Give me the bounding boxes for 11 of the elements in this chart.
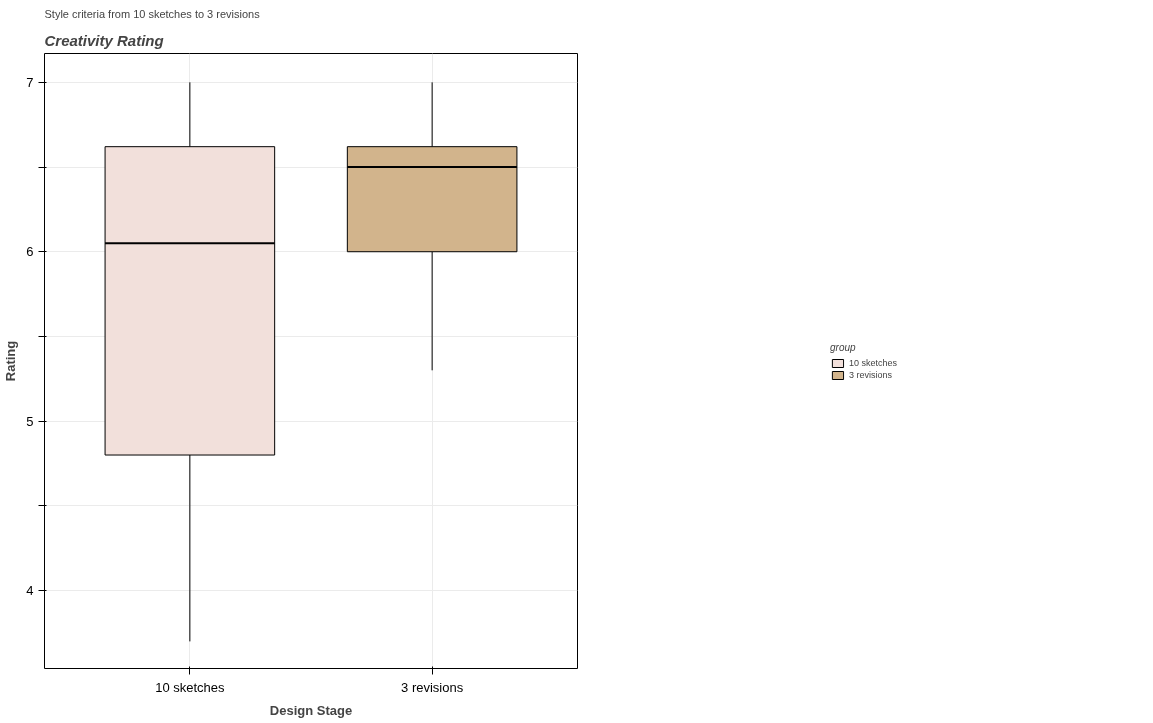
legend-label: 10 sketches	[848, 357, 898, 368]
chart-title: Creativity Rating	[44, 31, 164, 49]
x-axis-title: Design Stage	[269, 702, 353, 718]
y-tick-label: 4	[26, 583, 34, 599]
legend-label: 3 revisions	[848, 369, 893, 380]
y-axis-title: Rating	[3, 340, 19, 382]
y-tick-label: 5	[26, 413, 34, 429]
y-tick-label: 6	[26, 244, 34, 260]
chart-subtitle: Style criteria from 10 sketches to 3 revisions	[44, 7, 261, 20]
legend-title: group	[829, 341, 857, 353]
y-tick-label: 7	[26, 74, 34, 90]
